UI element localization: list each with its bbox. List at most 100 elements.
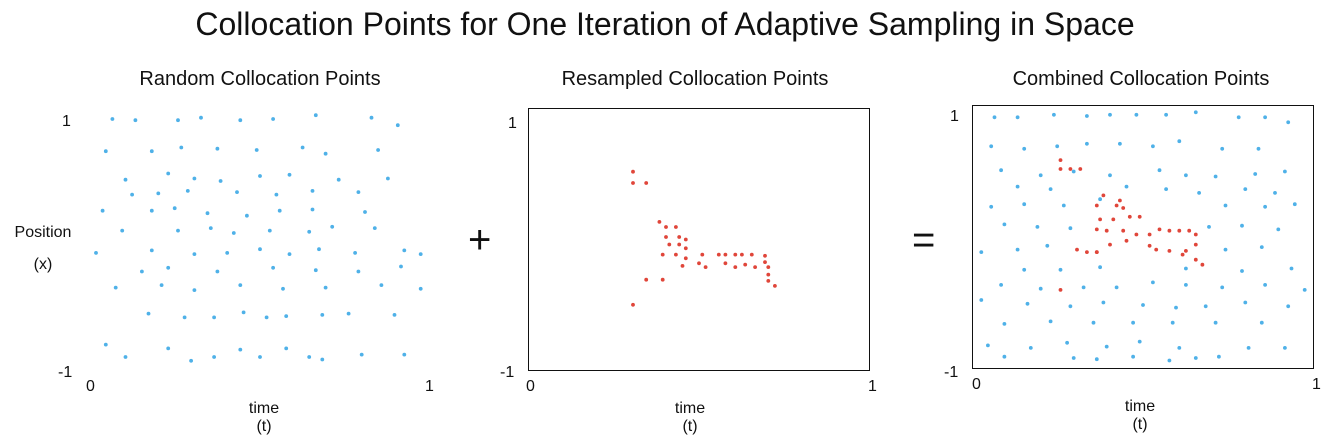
resampled-point (773, 284, 777, 288)
random-point (123, 177, 128, 182)
random-point (1085, 141, 1089, 146)
resampled-point (766, 272, 771, 277)
random-point (1240, 223, 1244, 228)
random-point (274, 192, 279, 197)
resampled-point (1058, 167, 1063, 171)
resampled-point (660, 252, 665, 257)
random-point (1273, 191, 1277, 195)
random-point (307, 229, 312, 234)
random-point (1028, 346, 1033, 350)
random-point (1220, 146, 1225, 151)
random-point (1038, 286, 1043, 291)
random-point (208, 226, 213, 230)
random-point (1184, 266, 1188, 271)
xlabel-symbol: (t) (256, 418, 272, 435)
random-point (1207, 225, 1211, 229)
ytick-bottom-combined: -1 (944, 364, 959, 381)
resampled-point (631, 169, 635, 174)
resampled-point (1177, 228, 1182, 233)
random-point (1015, 184, 1020, 189)
random-point (376, 148, 380, 152)
random-point (1243, 187, 1248, 191)
resampled-point (1167, 228, 1172, 233)
random-point (1263, 204, 1267, 209)
random-point (1259, 320, 1264, 325)
random-point (323, 285, 328, 290)
xtick-right-resampled: 1 (868, 378, 877, 395)
random-point (271, 117, 275, 121)
ytick-top-resampled: 1 (508, 115, 517, 132)
resampled-point (1058, 288, 1063, 292)
xtick-right-random: 1 (425, 378, 434, 395)
random-point (1283, 169, 1287, 174)
random-point (1286, 120, 1291, 125)
random-point (992, 115, 997, 120)
resampled-point (1187, 228, 1192, 233)
random-point (379, 283, 384, 287)
random-point (1101, 300, 1106, 305)
random-point (1048, 187, 1053, 191)
resampled-point (1108, 242, 1112, 247)
random-point (1114, 285, 1119, 290)
random-point (356, 269, 361, 274)
random-point (1108, 112, 1112, 117)
random-point (225, 251, 230, 255)
random-point (1081, 285, 1086, 290)
random-point (356, 190, 361, 194)
resampled-point (631, 181, 635, 185)
resampled-point (644, 277, 649, 282)
random-point (241, 310, 246, 315)
random-point (989, 144, 994, 149)
random-point (1223, 203, 1228, 208)
equals-operator: = (912, 218, 936, 262)
random-point (1094, 357, 1099, 362)
random-point (986, 343, 990, 348)
random-point (176, 228, 180, 233)
resampled-point (740, 252, 744, 257)
random-point (1022, 202, 1027, 207)
panel-title-combined: Combined Collocation Points (1012, 68, 1270, 90)
random-point (399, 264, 403, 269)
resampled-point (683, 246, 688, 251)
random-point (392, 313, 397, 317)
random-point (1240, 269, 1244, 273)
random-point (258, 174, 262, 178)
random-point (1289, 266, 1294, 271)
random-point (140, 269, 144, 274)
resampled-point (1101, 193, 1106, 198)
random-point (307, 355, 312, 359)
random-point (1048, 319, 1053, 324)
random-point (113, 285, 118, 290)
resampled-point (1094, 250, 1099, 255)
random-point (100, 208, 105, 213)
random-point (1131, 320, 1135, 325)
random-point (1061, 203, 1066, 208)
random-point (245, 213, 249, 218)
resampled-point (1121, 228, 1126, 233)
resampled-point (763, 260, 767, 264)
random-point (1213, 174, 1218, 179)
random-point (1184, 173, 1188, 178)
resampled-point (677, 242, 682, 247)
random-point (264, 315, 269, 320)
random-point (172, 206, 177, 211)
random-point (1068, 226, 1073, 231)
random-point (281, 286, 285, 291)
random-point (182, 315, 187, 320)
resampled-point (1078, 167, 1083, 171)
resampled-point (733, 265, 738, 269)
ylabel-line1: Position (14, 224, 72, 241)
random-point (1071, 356, 1076, 360)
random-point (310, 189, 315, 193)
random-point (1058, 267, 1063, 272)
resampled-point (716, 252, 721, 257)
random-point (320, 357, 325, 362)
random-point (166, 171, 171, 176)
plus-operator: + (468, 218, 492, 262)
random-point (1157, 168, 1162, 173)
random-point (212, 315, 216, 320)
resampled-point (1068, 167, 1073, 171)
random-point (1217, 354, 1221, 359)
random-point (1035, 225, 1040, 229)
xlabel-symbol: (t) (682, 418, 698, 435)
